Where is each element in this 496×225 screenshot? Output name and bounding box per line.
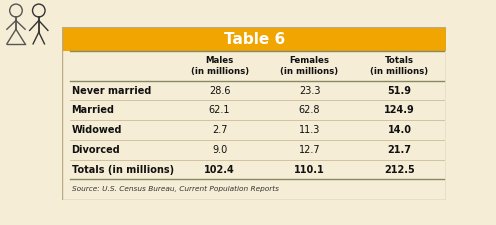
Text: Married: Married [71,105,115,115]
Text: 124.9: 124.9 [384,105,415,115]
Text: 9.0: 9.0 [212,145,227,155]
Text: Source: U.S. Census Bureau, Current Population Reports: Source: U.S. Census Bureau, Current Popu… [71,186,279,192]
Text: Divorced: Divorced [71,145,121,155]
Text: 102.4: 102.4 [204,164,235,175]
Text: 28.6: 28.6 [209,86,230,96]
Text: 21.7: 21.7 [387,145,412,155]
Text: Never married: Never married [71,86,151,96]
Text: Totals
(in millions): Totals (in millions) [371,56,429,76]
Text: 12.7: 12.7 [299,145,320,155]
Text: 51.9: 51.9 [387,86,412,96]
Text: 11.3: 11.3 [299,125,320,135]
Text: Males
(in millions): Males (in millions) [190,56,248,76]
Text: 110.1: 110.1 [294,164,325,175]
Text: 62.1: 62.1 [209,105,230,115]
FancyBboxPatch shape [62,27,446,51]
Text: Females
(in millions): Females (in millions) [281,56,339,76]
Text: 62.8: 62.8 [299,105,320,115]
Text: Widowed: Widowed [71,125,122,135]
Text: 2.7: 2.7 [212,125,227,135]
Text: Table 6: Table 6 [224,32,285,47]
Text: 212.5: 212.5 [384,164,415,175]
Text: Totals (in millions): Totals (in millions) [71,164,174,175]
Text: 14.0: 14.0 [387,125,412,135]
Text: 23.3: 23.3 [299,86,320,96]
